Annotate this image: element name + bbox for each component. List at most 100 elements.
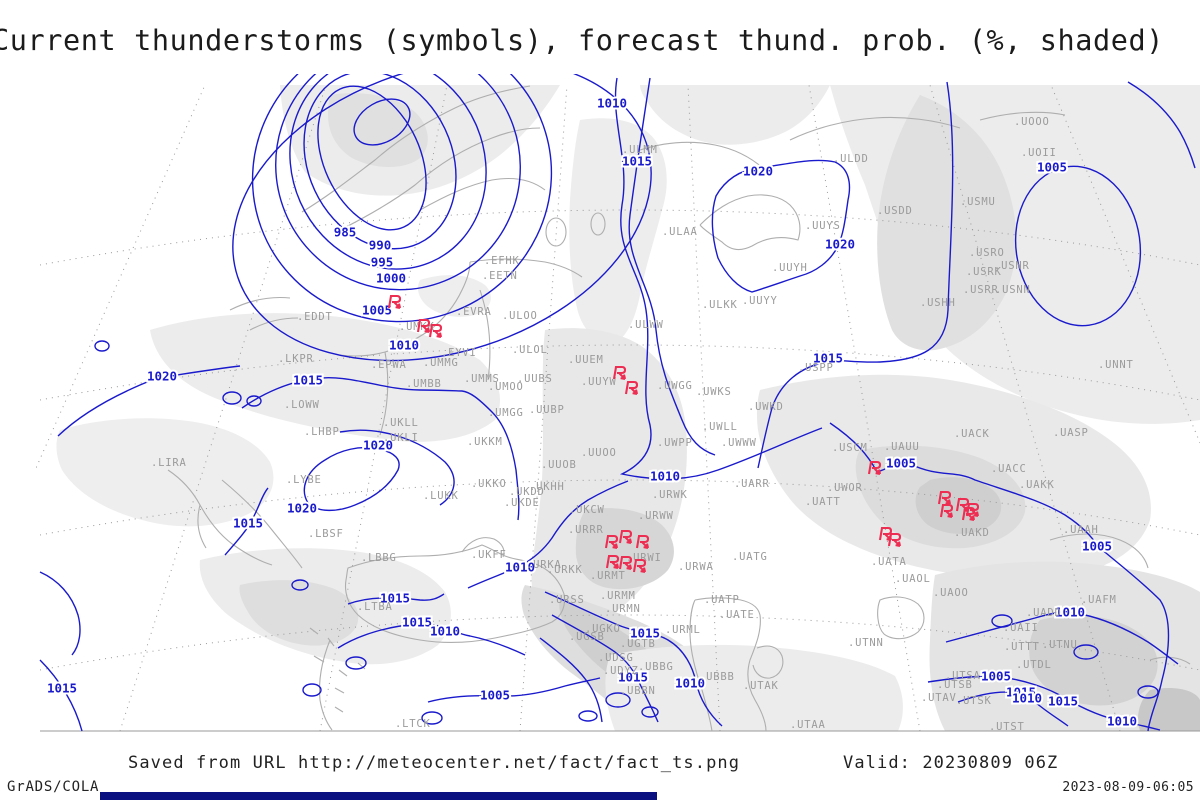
station-label: .UTAA — [790, 719, 826, 731]
station-label: .UUBS — [517, 373, 553, 385]
station-label: .UGKO — [585, 623, 621, 635]
isobar-label: 1005 — [1082, 539, 1112, 554]
station-label: .URKA — [526, 559, 562, 571]
grads-credit: GrADS/COLA — [7, 779, 100, 795]
station-label: .UACC — [991, 463, 1027, 475]
station-label: .UDYZ — [603, 665, 639, 677]
graticule-layer — [36, 84, 1200, 732]
isobar-label: 1015 — [47, 681, 77, 696]
station-label: .UAOL — [895, 573, 931, 585]
station-label: .UAUU — [884, 441, 920, 453]
station-label: .UTSK — [956, 695, 992, 707]
station-label: .UKHH — [529, 481, 565, 493]
valid-time-text: Valid: 20230809 06Z — [843, 753, 1059, 773]
isobar-label: 1005 — [362, 303, 392, 318]
station-label: .UKLL — [383, 417, 419, 429]
isobar-label: 1010 — [505, 560, 535, 575]
station-label: .UWKS — [696, 386, 732, 398]
isobar-label: 1010 — [389, 338, 419, 353]
isobar-label: 1010 — [675, 676, 705, 691]
station-label: .URWW — [638, 510, 674, 522]
isobar-label: 1015 — [1006, 685, 1036, 700]
station-label: .UBBB — [699, 671, 735, 683]
station-label: .UATE — [719, 609, 755, 621]
station-label: .UGTB — [620, 638, 656, 650]
isobar-label: 990 — [369, 238, 392, 253]
station-label: .URWI — [626, 552, 662, 564]
isobar-label: 1015 — [630, 626, 660, 641]
isobar-label: 1020 — [147, 369, 177, 384]
station-label: .UKKM — [467, 436, 503, 448]
station-label: .UAII — [1003, 622, 1039, 634]
station-label: .UNNT — [1098, 359, 1134, 371]
station-label: .LTBA — [357, 601, 393, 613]
station-label: .UAFM — [1081, 594, 1117, 606]
station-label: .UKLI — [383, 432, 419, 444]
isobar-label: 1020 — [743, 164, 773, 179]
station-label: .UUYW — [581, 376, 617, 388]
station-label: .UUBP — [529, 404, 565, 416]
station-label: .URWK — [652, 489, 688, 501]
station-label: .URMM — [600, 590, 636, 602]
station-label: .UTSB — [937, 679, 973, 691]
station-label: .EYVI — [441, 347, 477, 359]
station-label: .LHBP — [304, 426, 340, 438]
isobar-label: 1010 — [430, 624, 460, 639]
isobar-label: 995 — [371, 255, 394, 270]
station-label: .UTDL — [1016, 659, 1052, 671]
station-label: .UUYH — [772, 262, 808, 274]
isobar-label: 1010 — [1055, 605, 1085, 620]
station-label: .UUOB — [541, 459, 577, 471]
station-label: .EETN — [482, 270, 518, 282]
station-label: .UKCW — [569, 504, 605, 516]
station-label: .UARR — [734, 478, 770, 490]
station-label: .ULKK — [702, 299, 738, 311]
station-label: .UKFF — [471, 549, 507, 561]
isobar-label: 1005 — [480, 688, 510, 703]
isobar-label: 1020 — [825, 237, 855, 252]
station-label: .UWPP — [657, 437, 693, 449]
isobar-label: 1015 — [233, 516, 263, 531]
station-label: .LBSF — [308, 528, 344, 540]
isobar-label: 1015 — [622, 154, 652, 169]
station-label: .UATA — [871, 556, 907, 568]
station-label: .LOWW — [284, 399, 320, 411]
station-label: .LKPR — [278, 353, 314, 365]
isobar-label: 1015 — [293, 373, 323, 388]
station-label: .UAAH — [1063, 524, 1099, 536]
isobar-label: 1010 — [1012, 691, 1042, 706]
station-label: .UADD — [1026, 607, 1062, 619]
station-label: .UTAV — [921, 692, 957, 704]
isobar-label: 1010 — [1107, 714, 1137, 729]
station-label: .URSS — [549, 594, 585, 606]
station-label: .URWA — [678, 561, 714, 573]
station-label: .LBBG — [361, 552, 397, 564]
station-label: .UBBG — [638, 661, 674, 673]
station-label: .ULWW — [628, 319, 664, 331]
station-label: .UATT — [805, 496, 841, 508]
station-label: .LUKK — [423, 490, 459, 502]
isobar-label: 1005 — [1037, 160, 1067, 175]
station-label: .ULOL — [512, 344, 548, 356]
station-label: .UATP — [704, 594, 740, 606]
station-label: .UTNN — [848, 637, 884, 649]
generation-timestamp: 2023-08-09-06:05 — [1062, 780, 1194, 795]
station-label: .USRR — [963, 284, 999, 296]
station-label: .UOII — [1021, 147, 1057, 159]
station-label: .UTNU — [1042, 639, 1078, 651]
station-label: .UMBB — [406, 378, 442, 390]
station-label: .UMKK — [399, 321, 435, 333]
station-label: .LTCK — [395, 718, 431, 730]
station-label: .UDSG — [598, 652, 634, 664]
station-label: .URRR — [568, 524, 604, 536]
station-label: .UGSB — [569, 631, 605, 643]
station-label: .UTTT — [1004, 641, 1040, 653]
isobar-label: 1005 — [981, 669, 1011, 684]
station-label: .UMGG — [488, 407, 524, 419]
station-label: .UWWW — [721, 437, 757, 449]
station-label: .UTST — [989, 721, 1025, 733]
station-label: .UMOO — [488, 381, 524, 393]
page-title: Current thunderstorms (symbols), forecas… — [0, 24, 1165, 57]
station-label: .UMMS — [464, 373, 500, 385]
